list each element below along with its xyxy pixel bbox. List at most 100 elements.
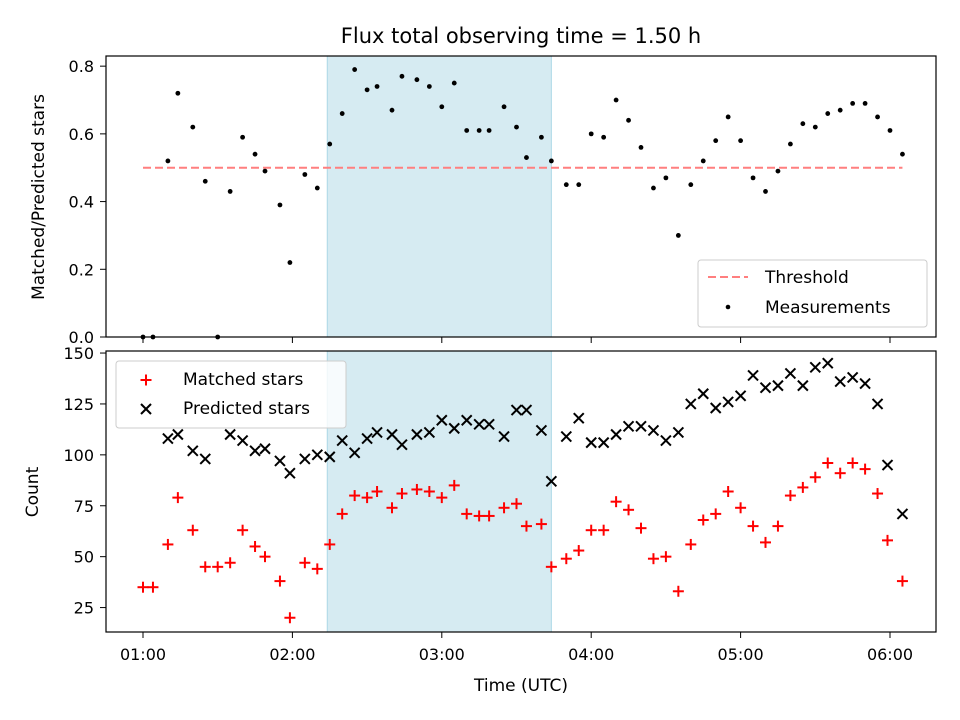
matched-star-point [610,496,622,508]
measurement-point [486,128,492,133]
predicted-star-point [236,434,249,447]
predicted-star-point [859,377,871,390]
legend-matched-swatch [140,374,152,386]
legend-threshold-label: Threshold [764,268,849,288]
matched-star-point [623,504,635,516]
predicted-star-point [436,414,448,426]
predicted-star-point [448,422,460,435]
measurement-point [190,124,196,130]
measurement-point [464,128,470,133]
predicted-star-point [846,371,859,384]
matched-star-point [162,538,174,550]
measurement-point [227,189,233,194]
measurement-point [788,141,793,147]
matched-star-point [635,522,647,534]
predicted-star-point [510,404,523,416]
measurement-point [613,97,619,103]
measurement-point [501,104,507,110]
predicted-star-point [348,447,361,459]
chart-title: Flux total observing time = 1.50 h [341,24,701,48]
x-tick-label: 01:00 [120,645,166,664]
measurement-point [374,84,380,89]
bottom-y-axis: 25 50 75 100 125 150 [63,344,106,618]
x-tick-label: 02:00 [269,645,315,664]
measurement-point [287,260,293,265]
measurement-point [738,138,743,144]
predicted-star-point [259,443,271,455]
matched-star-point [872,488,884,500]
measurement-point [700,158,706,164]
bottom-y-tick-label: 125 [63,395,94,414]
bottom-x-axis: 01:00 02:00 03:00 04:00 05:00 06:00 [120,632,913,664]
measurement-point [175,90,181,96]
matched-star-point [371,486,383,497]
bottom-y-tick-label: 100 [63,446,94,465]
measurement-point [663,175,669,181]
matched-star-point [274,575,286,587]
measurement-point [688,182,694,188]
measurement-point [514,124,519,130]
matched-star-point [187,524,199,536]
matched-star-point [498,502,510,514]
top-legend: Threshold Measurements [697,259,928,328]
legend-measurements-swatch [725,304,731,310]
measurement-point [588,131,594,137]
legend-predicted-swatch [140,403,152,415]
predicted-star-point [797,379,809,392]
matched-star-point [336,508,348,520]
bottom-plot-frame [105,350,937,633]
matched-star-point [361,492,373,504]
predicted-star-point [672,426,685,439]
matched-star-point [461,508,473,520]
matched-star-point [797,481,809,493]
measurement-point [202,178,208,184]
measurement-point [626,117,631,123]
predicted-star-point [187,445,199,457]
predicted-star-point [896,508,909,520]
measurement-point [601,134,607,140]
measurement-point [339,111,345,116]
matched-star-point [772,520,784,532]
matched-star-point [224,557,236,569]
measurement-point [240,134,246,140]
measurement-point [252,151,258,157]
predicted-star-point [199,453,211,465]
measurement-point [887,128,893,133]
predicted-star-point [560,430,573,443]
predicted-star-point [822,357,834,369]
matched-star-point [284,612,296,624]
x-tick-label: 03:00 [419,645,465,664]
x-tick-label: 04:00 [568,645,614,664]
matched-star-point [448,479,460,491]
predicted-star-point [747,369,759,382]
matched-star-point [784,490,796,502]
predicted-star-point [809,361,822,373]
matched-star-point [585,524,597,536]
measurement-point [302,172,308,177]
matched-star-point [560,553,572,565]
top-y-tick-label: 0.2 [69,260,94,279]
measurement-point [862,100,868,106]
legend-matched-label: Matched stars [183,370,303,390]
predicted-star-point [685,398,697,410]
predicted-star-point [772,379,784,392]
predicted-star-point [411,428,423,441]
matched-star-point [147,581,159,593]
measurement-point [563,182,569,188]
predicted-star-point [610,428,622,441]
matched-star-point [822,457,834,469]
legend-measurements-label: Measurements [765,298,891,318]
matched-star-point [847,457,859,469]
measurement-point [165,158,171,164]
measurement-point [812,124,818,130]
matched-star-point [573,545,585,557]
measurement-point [314,185,320,191]
measurement-point [389,107,395,113]
matched-star-point [710,508,722,520]
matched-star-point [685,538,697,550]
shaded-interval-rect [326,55,552,338]
measurement-point [364,87,370,93]
top-y-tick-label: 0.8 [69,57,94,76]
measurement-point [850,100,856,106]
measurement-point [763,189,768,194]
